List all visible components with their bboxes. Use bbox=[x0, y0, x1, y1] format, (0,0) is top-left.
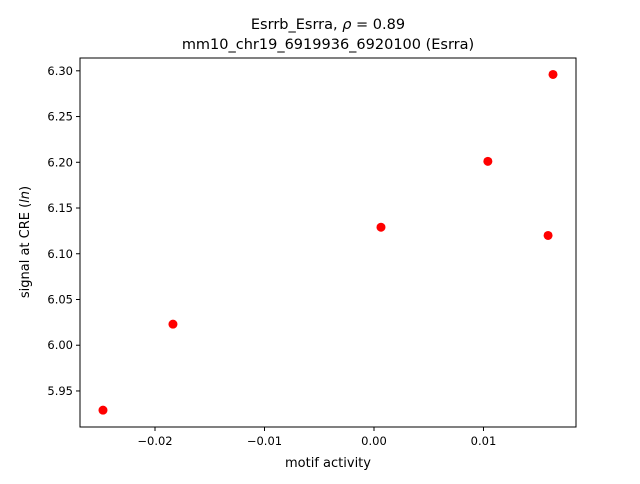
data-point bbox=[98, 405, 108, 415]
data-point bbox=[168, 319, 178, 329]
plot-frame bbox=[79, 57, 577, 428]
data-point bbox=[548, 69, 558, 79]
x-axis-label: motif activity bbox=[285, 456, 371, 471]
y-tick-label: 5.95 bbox=[47, 384, 73, 398]
x-tick-label: 0.01 bbox=[471, 434, 497, 448]
data-point bbox=[543, 230, 553, 240]
data-point bbox=[376, 222, 386, 232]
chart-title-line1: Esrrb_Esrra, ρ = 0.89 bbox=[251, 17, 405, 33]
data-point bbox=[483, 156, 493, 166]
x-tick-label: −0.01 bbox=[247, 434, 282, 448]
y-tick-label: 6.25 bbox=[47, 110, 73, 124]
y-tick-label: 6.00 bbox=[47, 338, 73, 352]
y-tick-label: 6.20 bbox=[47, 155, 73, 169]
chart-title-line2: mm10_chr19_6919936_6920100 (Esrra) bbox=[182, 37, 474, 53]
y-tick-label: 6.10 bbox=[47, 247, 73, 261]
y-tick-label: 6.15 bbox=[47, 201, 73, 215]
y-axis-label: signal at CRE (ln) bbox=[18, 186, 33, 298]
y-tick-label: 6.30 bbox=[47, 64, 73, 78]
x-tick-label: −0.02 bbox=[137, 434, 172, 448]
y-tick-label: 6.05 bbox=[47, 292, 73, 306]
x-tick-label: 0.00 bbox=[361, 434, 387, 448]
